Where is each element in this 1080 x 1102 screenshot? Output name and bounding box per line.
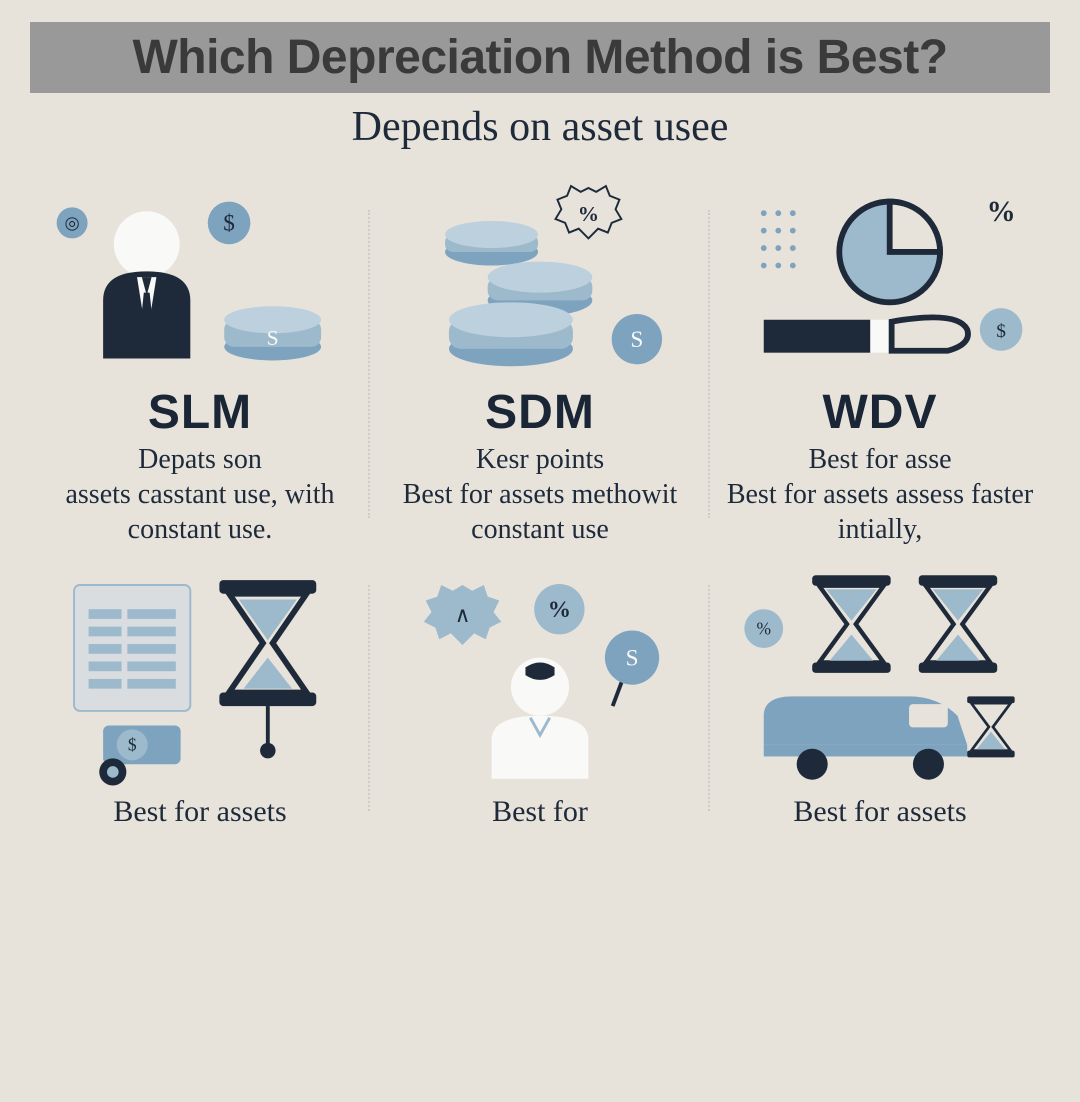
method-line1: Depats son <box>138 442 262 477</box>
svg-text:S: S <box>626 645 639 671</box>
method-wdv: % $ WDV Best for asse Best for assets as… <box>710 171 1050 557</box>
page-title: Which Depreciation Method is Best? <box>30 30 1050 85</box>
svg-text:$: $ <box>996 321 1006 342</box>
method-title: SLM <box>148 385 252 440</box>
method-slm: ◎ $ S SLM Depats son assets casstant use… <box>30 171 370 557</box>
svg-text:$: $ <box>128 735 137 755</box>
svg-text:%: % <box>987 196 1016 228</box>
person-gears-percent-icon: ∧ % S <box>385 567 695 787</box>
title-bar: Which Depreciation Method is Best? <box>30 22 1050 93</box>
svg-text:∧: ∧ <box>455 603 471 627</box>
spreadsheet-hourglass-cart-icon: $ <box>45 567 355 787</box>
method-title: WDV <box>823 385 938 440</box>
svg-text:S: S <box>630 327 643 353</box>
svg-text:%: % <box>578 202 599 226</box>
method-line1: Kesr points <box>476 442 604 477</box>
bottom-caption: Best for assets <box>113 795 286 829</box>
method-line2: Best for assets methowit constant use <box>385 477 695 547</box>
method-title: SDM <box>485 385 595 440</box>
businessman-coins-icon: ◎ $ S <box>45 181 355 381</box>
method-line1: Best for asse <box>808 442 951 477</box>
subtitle: Depends on asset usee <box>0 103 1080 151</box>
methods-grid: ◎ $ S SLM Depats son assets casstant use… <box>0 151 1080 839</box>
svg-text:%: % <box>548 597 571 623</box>
hourglasses-van-icon: % <box>725 567 1035 787</box>
svg-text:$: $ <box>223 211 235 237</box>
bottom-caption: Best for <box>492 795 588 829</box>
bottom-cell-1: $ Best for assets <box>30 557 370 839</box>
svg-text:%: % <box>756 618 771 638</box>
bottom-cell-3: % <box>710 557 1050 839</box>
method-sdm: % S <box>370 171 710 557</box>
method-line2: Best for assets assess faster intially, <box>725 477 1035 547</box>
hand-pie-percent-icon: % $ <box>725 181 1035 381</box>
svg-text:S: S <box>267 326 279 350</box>
bottom-cell-2: ∧ % S Best for <box>370 557 710 839</box>
method-line2: assets casstant use, with constant use. <box>45 477 355 547</box>
svg-text:◎: ◎ <box>65 213 80 233</box>
bottom-caption: Best for assets <box>793 795 966 829</box>
coin-stacks-percent-icon: % S <box>385 181 695 381</box>
